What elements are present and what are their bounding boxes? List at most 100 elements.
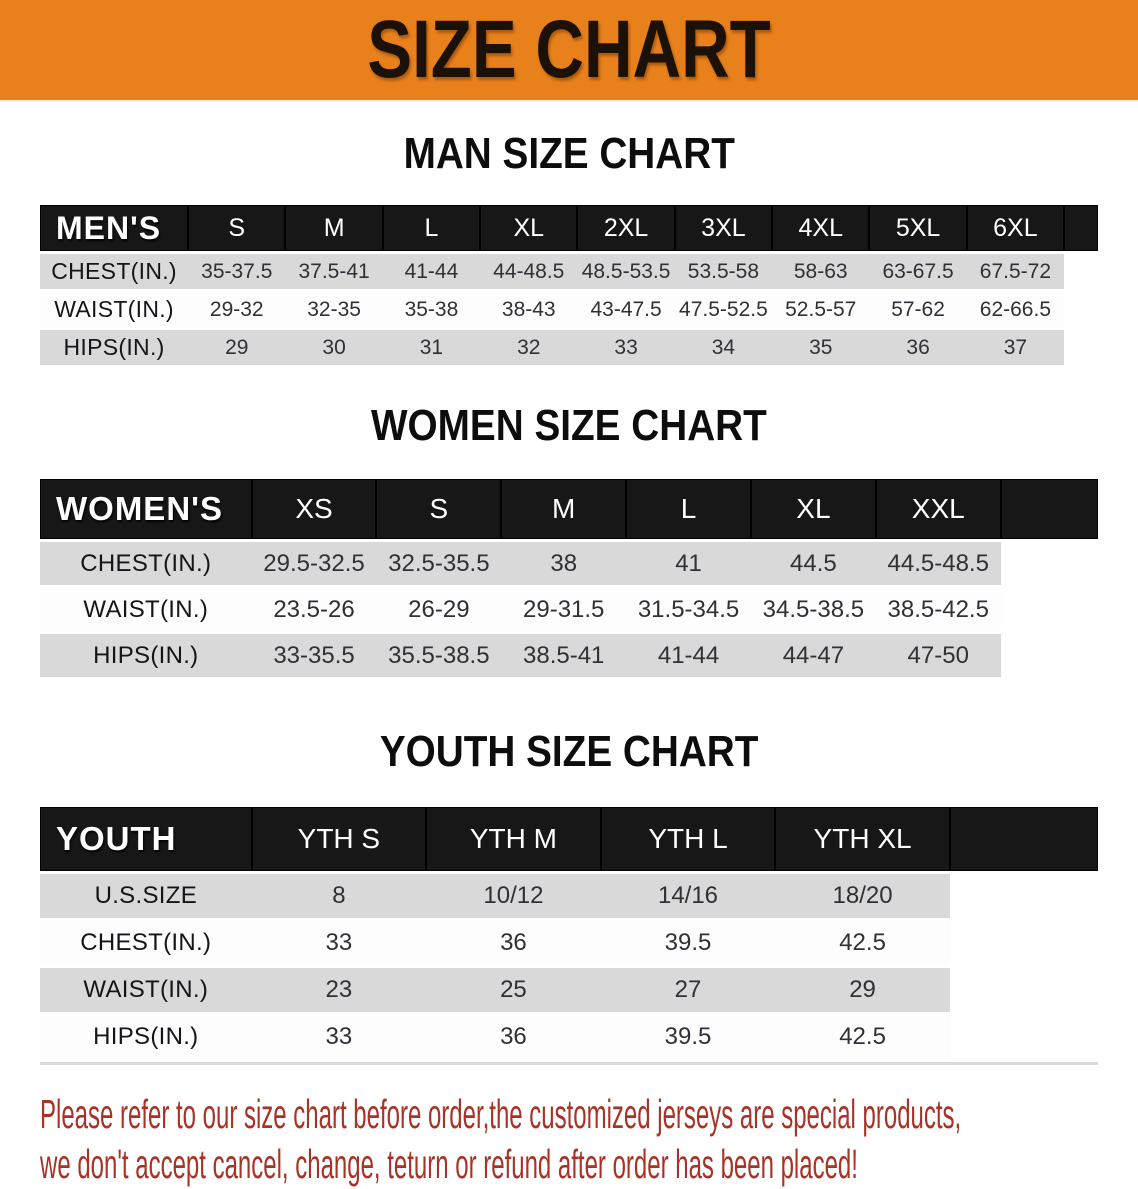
size-value-cell: 38.5-41: [501, 634, 627, 677]
size-value-cell: 32-35: [285, 292, 383, 327]
size-value-cell: 47-50: [875, 634, 1001, 677]
filler-cell: [1001, 634, 1098, 677]
size-value-cell: 31.5-34.5: [626, 588, 751, 631]
size-column-header: XL: [480, 205, 578, 251]
row-label: CHEST(IN.): [40, 542, 252, 585]
row-label: HIPS(IN.): [40, 634, 252, 677]
size-chart-banner: SIZE CHART: [0, 0, 1138, 102]
size-value-cell: 29: [188, 330, 286, 365]
filler-cell: [1001, 588, 1098, 631]
size-value-cell: 42.5: [775, 1015, 950, 1059]
size-column-header: YTH S: [251, 807, 427, 871]
size-value-cell: 36: [426, 1015, 601, 1059]
size-value-cell: 39.5: [600, 1015, 776, 1059]
man-size-chart-heading: MAN SIZE CHART: [403, 129, 735, 178]
mens-header-row: MEN'S S M L XL 2XL 3XL 4XL 5XL 6XL: [40, 205, 1098, 251]
table-corner-label: MEN'S: [40, 205, 189, 251]
size-value-cell: 43-47.5: [577, 292, 675, 327]
table-row: WAIST(IN.) 23.5-26 26-29 29-31.5 31.5-34…: [40, 588, 1098, 631]
filler-cell: [1064, 205, 1098, 251]
womens-header-row: WOMEN'S XS S M L XL XXL: [40, 479, 1098, 539]
table-row: WAIST(IN.) 23 25 27 29: [40, 968, 1098, 1012]
mens-size-table: MEN'S S M L XL 2XL 3XL 4XL 5XL 6XL CHEST…: [40, 202, 1098, 368]
size-value-cell: 37: [966, 330, 1065, 365]
filler-cell: [950, 968, 1098, 1012]
size-value-cell: 26-29: [376, 588, 502, 631]
size-column-header: L: [626, 479, 751, 539]
size-column-header: M: [285, 205, 383, 251]
size-value-cell: 39.5: [600, 921, 776, 965]
size-value-cell: 18/20: [775, 874, 950, 918]
row-label: WAIST(IN.): [40, 968, 252, 1012]
size-value-cell: 25: [426, 968, 601, 1012]
youth-size-table: YOUTH YTH S YTH M YTH L YTH XL U.S.SIZE …: [40, 804, 1098, 1065]
disclaimer-line-2: we don't accept cancel, change, teturn o…: [40, 1141, 858, 1188]
row-label: WAIST(IN.): [40, 588, 252, 631]
size-value-cell: 57-62: [869, 292, 967, 327]
table-row: WAIST(IN.) 29-32 32-35 35-38 38-43 43-47…: [40, 292, 1098, 327]
row-label: CHEST(IN.): [40, 921, 252, 965]
table-row: CHEST(IN.) 35-37.5 37.5-41 41-44 44-48.5…: [40, 254, 1098, 289]
size-value-cell: 10/12: [426, 874, 601, 918]
size-value-cell: 35: [772, 330, 870, 365]
table-row: HIPS(IN.) 29 30 31 32 33 34 35 36 37: [40, 330, 1098, 365]
filler-cell: [949, 807, 1098, 871]
size-value-cell: 48.5-53.5: [577, 254, 675, 289]
table-row: CHEST(IN.) 33 36 39.5 42.5: [40, 921, 1098, 965]
size-column-header: 2XL: [577, 205, 675, 251]
youth-size-chart-heading: YOUTH SIZE CHART: [379, 727, 759, 776]
size-value-cell: 33: [251, 921, 427, 965]
size-value-cell: 47.5-52.5: [674, 292, 773, 327]
size-value-cell: 32: [480, 330, 578, 365]
row-label: CHEST(IN.): [40, 254, 189, 289]
row-label: WAIST(IN.): [40, 292, 189, 327]
table-corner-label: WOMEN'S: [40, 479, 252, 539]
size-value-cell: 32.5-35.5: [376, 542, 502, 585]
table-row: HIPS(IN.) 33 36 39.5 42.5: [40, 1015, 1098, 1059]
size-value-cell: 41-44: [626, 634, 751, 677]
filler-cell: [950, 1015, 1098, 1059]
size-value-cell: 44.5: [750, 542, 876, 585]
size-value-cell: 62-66.5: [966, 292, 1065, 327]
youth-header-row: YOUTH YTH S YTH M YTH L YTH XL: [40, 807, 1098, 871]
size-value-cell: 67.5-72: [966, 254, 1065, 289]
table-row: U.S.SIZE 8 10/12 14/16 18/20: [40, 874, 1098, 918]
filler-cell: [950, 921, 1098, 965]
filler-cell: [1064, 330, 1098, 365]
size-value-cell: 35-37.5: [188, 254, 286, 289]
size-value-cell: 33: [251, 1015, 427, 1059]
size-value-cell: 23: [251, 968, 427, 1012]
size-value-cell: 29: [775, 968, 950, 1012]
size-value-cell: 38: [501, 542, 627, 585]
size-column-header: 4XL: [772, 205, 870, 251]
size-column-header: YTH M: [426, 807, 601, 871]
size-column-header: M: [501, 479, 627, 539]
size-value-cell: 36: [426, 921, 601, 965]
size-column-header: 5XL: [869, 205, 967, 251]
size-value-cell: 52.5-57: [772, 292, 870, 327]
filler-cell: [1064, 292, 1098, 327]
size-value-cell: 41: [626, 542, 751, 585]
size-value-cell: 44-48.5: [480, 254, 578, 289]
size-value-cell: 58-63: [772, 254, 870, 289]
filler-cell: [1000, 479, 1098, 539]
size-value-cell: 8: [251, 874, 427, 918]
disclaimer-line-1: Please refer to our size chart before or…: [40, 1091, 962, 1137]
size-value-cell: 23.5-26: [251, 588, 377, 631]
size-value-cell: 14/16: [600, 874, 776, 918]
size-column-header: L: [382, 205, 481, 251]
size-value-cell: 34.5-38.5: [750, 588, 876, 631]
size-value-cell: 36: [869, 330, 967, 365]
women-size-chart-heading: WOMEN SIZE CHART: [371, 401, 767, 450]
row-label: HIPS(IN.): [40, 330, 189, 365]
size-column-header: XS: [251, 479, 377, 539]
row-label: U.S.SIZE: [40, 874, 252, 918]
size-value-cell: 29-31.5: [501, 588, 627, 631]
size-value-cell: 41-44: [382, 254, 481, 289]
size-value-cell: 42.5: [775, 921, 950, 965]
size-value-cell: 33-35.5: [251, 634, 377, 677]
size-value-cell: 37.5-41: [285, 254, 383, 289]
size-value-cell: 29.5-32.5: [251, 542, 377, 585]
size-value-cell: 38-43: [480, 292, 578, 327]
size-value-cell: 44-47: [750, 634, 876, 677]
